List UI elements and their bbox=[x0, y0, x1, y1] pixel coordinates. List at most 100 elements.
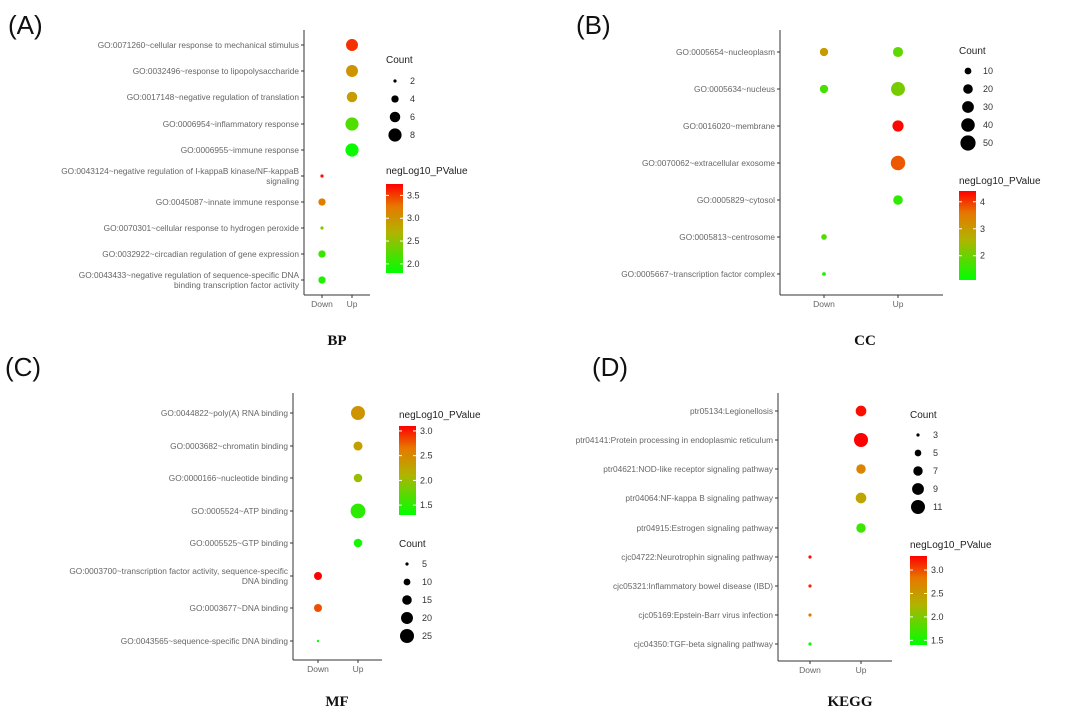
y-tick-label: GO:0005634~nucleus bbox=[694, 84, 775, 94]
panel-label: (B) bbox=[576, 10, 611, 40]
data-point bbox=[353, 538, 363, 548]
data-point bbox=[892, 46, 904, 58]
size-legend-key bbox=[389, 111, 401, 123]
y-tick-label: ptr04621:NOD-like receptor signaling pat… bbox=[603, 464, 774, 474]
y-tick-label: GO:0016020~membrane bbox=[683, 121, 775, 131]
color-bar bbox=[959, 191, 976, 280]
x-tick-label: Up bbox=[347, 299, 358, 309]
data-point bbox=[890, 155, 906, 171]
y-tick-label: cjc05321:Inflammatory bowel disease (IBD… bbox=[613, 581, 773, 591]
data-point bbox=[856, 464, 866, 474]
y-tick-label: GO:0071260~cellular response to mechanic… bbox=[98, 40, 299, 50]
data-point bbox=[320, 226, 324, 230]
data-point bbox=[808, 613, 812, 617]
data-point bbox=[854, 433, 868, 447]
y-tick-label: GO:0032922~circadian regulation of gene … bbox=[102, 249, 299, 259]
size-legend-title: Count bbox=[959, 46, 986, 57]
size-legend-key bbox=[960, 135, 976, 151]
y-tick-label: GO:0043565~sequence-specific DNA binding bbox=[121, 636, 289, 646]
size-legend-key bbox=[393, 79, 397, 83]
x-tick-label: Down bbox=[311, 299, 333, 309]
color-legend-title: negLog10_PValue bbox=[959, 176, 1041, 187]
y-tick-label: ptr05134:Legionellosis bbox=[690, 406, 773, 416]
size-legend-key bbox=[961, 118, 975, 132]
color-legend-label: 2.5 bbox=[931, 588, 944, 598]
data-point bbox=[819, 84, 829, 94]
size-legend-label: 30 bbox=[983, 102, 993, 112]
x-tick-label: Up bbox=[856, 665, 867, 675]
size-legend-label: 8 bbox=[410, 130, 415, 140]
color-bar bbox=[910, 556, 927, 645]
y-tick-label: GO:0032496~response to lipopolysaccharid… bbox=[133, 66, 300, 76]
size-legend-label: 20 bbox=[983, 84, 993, 94]
size-legend-title: Count bbox=[910, 410, 937, 421]
data-point bbox=[346, 39, 358, 51]
color-legend-label: 3.5 bbox=[407, 190, 420, 200]
size-legend-label: 11 bbox=[933, 502, 942, 512]
color-legend-label: 4 bbox=[980, 197, 985, 207]
panel-bp: (A) BP Down Up GO:0071260~cellular response … bbox=[8, 10, 468, 349]
size-legend-title: Count bbox=[399, 539, 426, 550]
data-point bbox=[819, 47, 829, 57]
y-tick-label: cjc04722:Neurotrophin signaling pathway bbox=[621, 552, 774, 562]
panel-label: (C) bbox=[5, 352, 41, 382]
size-legend-label: 10 bbox=[983, 66, 993, 76]
data-point bbox=[808, 642, 812, 646]
data-point bbox=[351, 406, 365, 420]
data-point bbox=[855, 492, 867, 504]
size-legend-label: 3 bbox=[933, 430, 938, 440]
size-legend-key bbox=[400, 629, 414, 643]
x-tick-label: Down bbox=[799, 665, 821, 675]
size-legend-label: 15 bbox=[422, 595, 432, 605]
data-point bbox=[855, 405, 867, 417]
data-point bbox=[350, 503, 366, 519]
size-legend-key bbox=[912, 483, 924, 495]
color-legend-label: 2.5 bbox=[407, 236, 420, 246]
y-tick-label: GO:0006954~inflammatory response bbox=[163, 119, 300, 129]
size-legend-label: 20 bbox=[422, 613, 432, 623]
panel-label: (A) bbox=[8, 10, 43, 40]
color-legend-label: 2 bbox=[980, 251, 985, 261]
color-legend-title: negLog10_PValue bbox=[910, 540, 992, 551]
size-legend-key bbox=[914, 449, 922, 457]
size-legend-label: 4 bbox=[410, 94, 415, 104]
y-tick-label: GO:0003677~DNA binding bbox=[190, 603, 289, 613]
panel-label: (D) bbox=[592, 352, 628, 382]
x-tick-label: Down bbox=[813, 299, 835, 309]
y-tick-label: GO:0043433~negative regulation of sequen… bbox=[79, 270, 300, 290]
data-point bbox=[345, 143, 359, 157]
size-legend-label: 9 bbox=[933, 484, 938, 494]
data-point bbox=[808, 584, 812, 588]
y-tick-label: GO:0003682~chromatin binding bbox=[170, 441, 288, 451]
y-tick-label: GO:0070301~cellular response to hydrogen… bbox=[104, 223, 300, 233]
color-legend-title: negLog10_PValue bbox=[399, 410, 481, 421]
data-point bbox=[314, 604, 322, 612]
size-legend-key bbox=[962, 101, 974, 113]
size-legend-label: 40 bbox=[983, 120, 993, 130]
y-tick-label: GO:0043124~negative regulation of I-kapp… bbox=[61, 166, 299, 186]
y-tick-label: GO:0005667~transcription factor complex bbox=[621, 269, 776, 279]
size-legend-label: 5 bbox=[422, 559, 427, 569]
color-bar bbox=[399, 426, 416, 515]
y-tick-label: GO:0005654~nucleoplasm bbox=[676, 47, 775, 57]
data-point bbox=[316, 639, 320, 643]
data-point bbox=[318, 276, 326, 284]
y-tick-label: GO:0005524~ATP binding bbox=[191, 506, 288, 516]
color-legend-label: 2.0 bbox=[407, 259, 420, 269]
data-point bbox=[346, 65, 358, 77]
panel-title: BP bbox=[327, 333, 346, 349]
size-legend-key bbox=[964, 67, 972, 75]
data-point bbox=[856, 523, 866, 533]
color-legend-label: 1.5 bbox=[931, 635, 944, 645]
size-legend-label: 50 bbox=[983, 138, 993, 148]
size-legend-key bbox=[401, 612, 413, 624]
data-point bbox=[891, 82, 905, 96]
data-point bbox=[821, 234, 827, 240]
data-point bbox=[345, 117, 359, 131]
panel-mf: (C) MF Down Up GO:0044822~poly(A) RNA bindin… bbox=[5, 352, 481, 710]
size-legend-key bbox=[403, 578, 411, 586]
y-tick-label: ptr04064:NF-kappa B signaling pathway bbox=[625, 493, 773, 503]
size-legend-label: 5 bbox=[933, 448, 938, 458]
